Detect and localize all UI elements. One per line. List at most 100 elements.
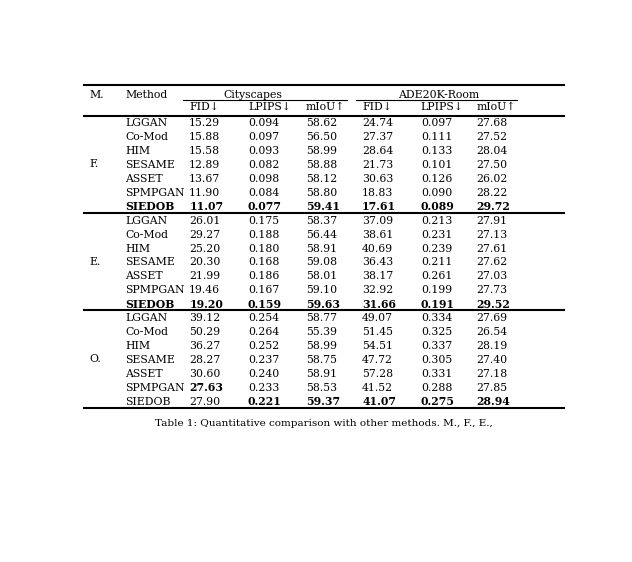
Text: 20.30: 20.30 xyxy=(189,257,221,268)
Text: 0.261: 0.261 xyxy=(421,271,453,282)
Text: 58.12: 58.12 xyxy=(306,174,337,184)
Text: 47.72: 47.72 xyxy=(362,355,393,365)
Text: 51.45: 51.45 xyxy=(362,327,393,337)
Text: 0.188: 0.188 xyxy=(248,230,279,239)
Text: SPMPGAN: SPMPGAN xyxy=(126,383,185,393)
Text: 58.91: 58.91 xyxy=(306,243,337,253)
Text: 58.62: 58.62 xyxy=(306,118,337,128)
Text: 0.191: 0.191 xyxy=(421,298,455,310)
Text: 38.61: 38.61 xyxy=(362,230,394,239)
Text: F.: F. xyxy=(90,160,99,169)
Text: 0.275: 0.275 xyxy=(421,396,455,407)
Text: 39.12: 39.12 xyxy=(189,313,221,323)
Text: 27.69: 27.69 xyxy=(477,313,508,323)
Text: ASSET: ASSET xyxy=(126,369,163,379)
Text: 58.01: 58.01 xyxy=(306,271,337,282)
Text: 0.305: 0.305 xyxy=(421,355,452,365)
Text: 30.60: 30.60 xyxy=(189,369,221,379)
Text: 58.88: 58.88 xyxy=(306,160,337,170)
Text: 29.27: 29.27 xyxy=(189,230,221,239)
Text: SIEDOB: SIEDOB xyxy=(126,397,171,406)
Text: mIoU↑: mIoU↑ xyxy=(477,102,516,112)
Text: 0.097: 0.097 xyxy=(248,132,279,142)
Text: 0.175: 0.175 xyxy=(248,216,279,226)
Text: 0.254: 0.254 xyxy=(248,313,279,323)
Text: 27.68: 27.68 xyxy=(477,118,508,128)
Text: 27.62: 27.62 xyxy=(477,257,508,268)
Text: 21.73: 21.73 xyxy=(362,160,393,170)
Text: 0.288: 0.288 xyxy=(421,383,453,393)
Text: HIM: HIM xyxy=(126,243,150,253)
Text: 12.89: 12.89 xyxy=(189,160,221,170)
Text: 0.090: 0.090 xyxy=(421,188,452,198)
Text: 0.186: 0.186 xyxy=(248,271,279,282)
Text: 28.19: 28.19 xyxy=(477,341,508,351)
Text: 28.22: 28.22 xyxy=(477,188,508,198)
Text: 15.58: 15.58 xyxy=(189,146,221,156)
Text: 29.52: 29.52 xyxy=(477,298,511,310)
Text: 0.199: 0.199 xyxy=(421,285,452,295)
Text: LPIPS↓: LPIPS↓ xyxy=(248,102,291,112)
Text: 58.37: 58.37 xyxy=(306,216,337,226)
Text: 58.75: 58.75 xyxy=(306,355,337,365)
Text: 0.331: 0.331 xyxy=(421,369,453,379)
Text: 56.44: 56.44 xyxy=(306,230,337,239)
Text: 0.097: 0.097 xyxy=(421,118,452,128)
Text: 13.67: 13.67 xyxy=(189,174,221,184)
Text: 0.077: 0.077 xyxy=(248,201,282,212)
Text: 0.101: 0.101 xyxy=(421,160,453,170)
Text: 25.20: 25.20 xyxy=(189,243,221,253)
Text: 55.39: 55.39 xyxy=(306,327,337,337)
Text: 17.61: 17.61 xyxy=(362,201,396,212)
Text: 0.239: 0.239 xyxy=(421,243,452,253)
Text: 0.167: 0.167 xyxy=(248,285,279,295)
Text: 50.29: 50.29 xyxy=(189,327,221,337)
Text: 29.72: 29.72 xyxy=(477,201,511,212)
Text: 38.17: 38.17 xyxy=(362,271,393,282)
Text: 58.53: 58.53 xyxy=(306,383,337,393)
Text: SESAME: SESAME xyxy=(126,355,176,365)
Text: 59.63: 59.63 xyxy=(306,298,340,310)
Text: 26.02: 26.02 xyxy=(477,174,508,184)
Text: 56.50: 56.50 xyxy=(306,132,337,142)
Text: 27.03: 27.03 xyxy=(477,271,508,282)
Text: 0.089: 0.089 xyxy=(421,201,454,212)
Text: O.: O. xyxy=(90,354,102,364)
Text: ASSET: ASSET xyxy=(126,271,163,282)
Text: 0.168: 0.168 xyxy=(248,257,279,268)
Text: 0.213: 0.213 xyxy=(421,216,453,226)
Text: SPMPGAN: SPMPGAN xyxy=(126,285,185,295)
Text: 57.28: 57.28 xyxy=(362,369,393,379)
Text: 36.27: 36.27 xyxy=(189,341,221,351)
Text: 0.325: 0.325 xyxy=(421,327,452,337)
Text: 24.74: 24.74 xyxy=(362,118,393,128)
Text: Table 1: Quantitative comparison with other methods. M., F., E.,: Table 1: Quantitative comparison with ot… xyxy=(155,419,493,428)
Text: 27.18: 27.18 xyxy=(477,369,508,379)
Text: 31.66: 31.66 xyxy=(362,298,396,310)
Text: 0.180: 0.180 xyxy=(248,243,279,253)
Text: 58.80: 58.80 xyxy=(306,188,337,198)
Text: mIoU↑: mIoU↑ xyxy=(306,102,345,112)
Text: Co-Mod: Co-Mod xyxy=(126,132,169,142)
Text: 0.084: 0.084 xyxy=(248,188,279,198)
Text: M.: M. xyxy=(90,90,104,100)
Text: FID↓: FID↓ xyxy=(189,102,219,112)
Text: 19.20: 19.20 xyxy=(189,298,223,310)
Text: Co-Mod: Co-Mod xyxy=(126,230,169,239)
Text: 27.73: 27.73 xyxy=(477,285,508,295)
Text: 11.07: 11.07 xyxy=(189,201,223,212)
Text: Cityscapes: Cityscapes xyxy=(224,90,283,100)
Text: 41.52: 41.52 xyxy=(362,383,393,393)
Text: LGGAN: LGGAN xyxy=(126,313,167,323)
Text: SIEDOB: SIEDOB xyxy=(126,298,175,310)
Text: 26.01: 26.01 xyxy=(189,216,221,226)
Text: 59.41: 59.41 xyxy=(306,201,340,212)
Text: 15.88: 15.88 xyxy=(189,132,221,142)
Text: 15.29: 15.29 xyxy=(189,118,221,128)
Text: 27.91: 27.91 xyxy=(477,216,508,226)
Text: HIM: HIM xyxy=(126,341,150,351)
Text: 32.92: 32.92 xyxy=(362,285,393,295)
Text: FID↓: FID↓ xyxy=(362,102,392,112)
Text: 0.211: 0.211 xyxy=(421,257,453,268)
Text: 30.63: 30.63 xyxy=(362,174,394,184)
